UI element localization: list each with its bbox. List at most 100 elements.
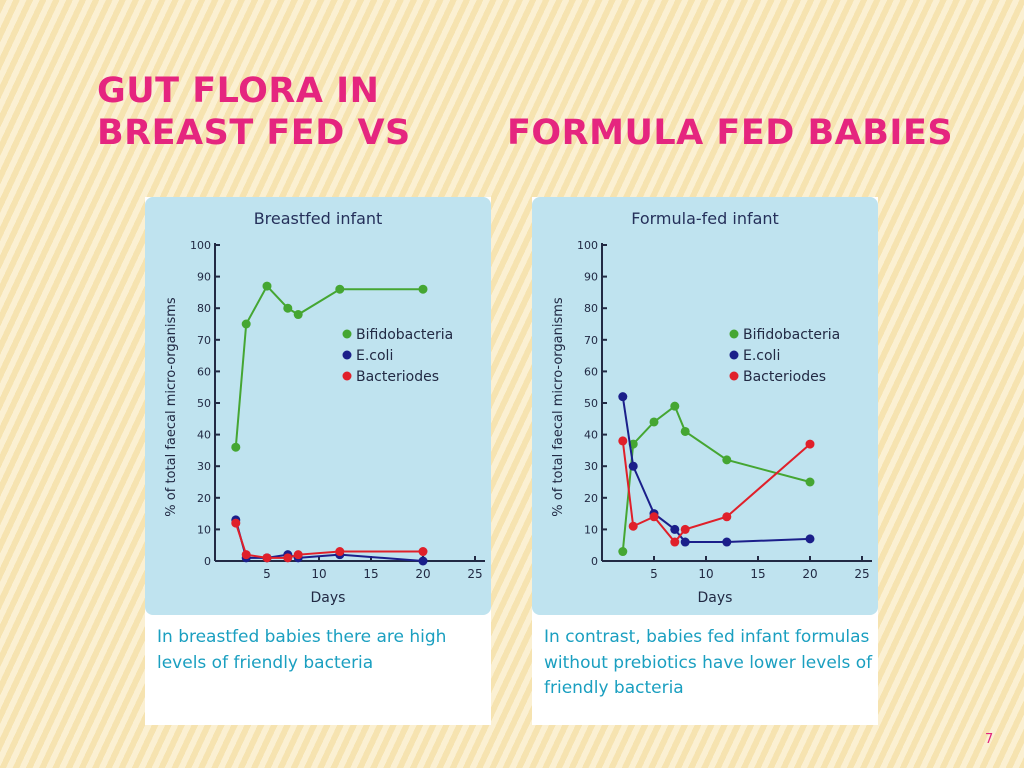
e-coli-legend-marker bbox=[729, 350, 739, 360]
x-tick-label: 5 bbox=[650, 567, 658, 581]
y-tick-label: 30 bbox=[584, 460, 598, 473]
page-number: 7 bbox=[985, 732, 994, 747]
e-coli-data-point bbox=[805, 534, 815, 544]
y-tick-label: 40 bbox=[584, 429, 598, 442]
bifidobacteria-data-point bbox=[231, 442, 241, 452]
x-tick-label: 25 bbox=[854, 567, 869, 581]
bacteriodes-legend-label: Bacteriodes bbox=[356, 369, 439, 385]
y-tick-label: 10 bbox=[584, 523, 598, 536]
bifidobacteria-data-point bbox=[670, 401, 680, 411]
bacteriodes-series-line bbox=[621, 440, 811, 544]
x-tick-label: 5 bbox=[263, 567, 271, 581]
y-tick-label: 80 bbox=[197, 302, 211, 315]
title-line2-right: FORMULA FED BABIES bbox=[507, 113, 954, 153]
x-tick-label: 20 bbox=[802, 567, 817, 581]
chart-title: Formula-fed infant bbox=[631, 209, 779, 228]
e-coli-legend-label: E.coli bbox=[356, 348, 393, 364]
bacteriodes-data-point bbox=[293, 550, 303, 560]
bacteriodes-data-point bbox=[262, 553, 272, 563]
breastfed-caption: In breastfed babies there are high level… bbox=[157, 627, 447, 673]
bifidobacteria-data-point bbox=[241, 319, 251, 329]
e-coli-data-point bbox=[618, 392, 628, 402]
bifidobacteria-data-point bbox=[262, 281, 272, 291]
bacteriodes-legend-marker bbox=[342, 371, 352, 381]
bifidobacteria-data-point bbox=[293, 310, 303, 320]
y-tick-label: 20 bbox=[197, 492, 211, 505]
bacteriodes-data-point bbox=[618, 436, 628, 446]
y-tick-label: 90 bbox=[197, 271, 211, 284]
e-coli-legend-marker bbox=[342, 350, 352, 360]
bacteriodes-data-point bbox=[283, 553, 293, 563]
breastfed-chart: Breastfed infant 0 10 20 30 40 50 60 70 80 90 100 5 1… bbox=[164, 209, 485, 606]
x-tick-label: 10 bbox=[698, 567, 713, 581]
e-coli-data-point bbox=[680, 537, 690, 547]
bacteriodes-data-point bbox=[670, 537, 680, 547]
x-tick-label: 15 bbox=[750, 567, 765, 581]
bifidobacteria-legend-label: Bifidobacteria bbox=[356, 327, 453, 343]
y-tick-label: 60 bbox=[197, 365, 211, 378]
y-tick-label: 40 bbox=[197, 429, 211, 442]
e-coli-legend-label: E.coli bbox=[743, 348, 780, 364]
bacteriodes-data-point bbox=[241, 550, 251, 560]
bacteriodes-series-line bbox=[234, 522, 423, 559]
formula-chart-background bbox=[532, 197, 878, 615]
y-tick-label: 90 bbox=[584, 271, 598, 284]
bifidobacteria-data-point bbox=[418, 284, 428, 294]
bifidobacteria-data-point bbox=[680, 426, 690, 436]
y-tick-label: 100 bbox=[577, 239, 598, 252]
formula-panel: Formula-fed infant 0 10 20 30 40 50 60 70 80 90 100… bbox=[532, 197, 878, 725]
bacteriodes-data-point bbox=[680, 524, 690, 534]
y-tick-label: 20 bbox=[584, 492, 598, 505]
bifidobacteria-data-point bbox=[649, 417, 659, 427]
x-axis-label: Days bbox=[311, 590, 346, 606]
bifidobacteria-legend-marker bbox=[342, 329, 352, 339]
y-tick-label: 0 bbox=[591, 555, 598, 568]
formula-chart: Formula-fed infant 0 10 20 30 40 50 60 70 80 90 100… bbox=[551, 209, 872, 606]
y-axis-label: % of total faecal micro-organisms bbox=[551, 297, 566, 517]
x-tick-label: 25 bbox=[467, 567, 482, 581]
bacteriodes-legend-marker bbox=[729, 371, 739, 381]
bifidobacteria-data-point bbox=[335, 284, 345, 294]
bacteriodes-legend-label: Bacteriodes bbox=[743, 369, 826, 385]
bifidobacteria-legend-marker bbox=[729, 329, 739, 339]
x-axis-label: Days bbox=[698, 590, 733, 606]
y-tick-label: 70 bbox=[197, 334, 211, 347]
y-tick-label: 50 bbox=[584, 397, 598, 410]
bacteriodes-data-point bbox=[628, 521, 638, 531]
y-tick-label: 100 bbox=[190, 239, 211, 252]
x-tick-label: 10 bbox=[311, 567, 326, 581]
bifidobacteria-data-point bbox=[722, 455, 732, 465]
bifidobacteria-series-line bbox=[621, 404, 811, 552]
e-coli-data-point bbox=[670, 524, 680, 534]
bifidobacteria-data-point bbox=[283, 303, 293, 313]
bifidobacteria-legend-label: Bifidobacteria bbox=[743, 327, 840, 343]
chart-title: Breastfed infant bbox=[254, 209, 383, 228]
y-tick-label: 0 bbox=[204, 555, 211, 568]
y-tick-label: 60 bbox=[584, 365, 598, 378]
bifidobacteria-data-point bbox=[618, 547, 628, 557]
slide-title: GUT FLORA IN BREAST FED VS FORMULA FED B… bbox=[97, 70, 953, 154]
bacteriodes-data-point bbox=[722, 512, 732, 522]
y-tick-label: 80 bbox=[584, 302, 598, 315]
bifidobacteria-series-line bbox=[234, 284, 423, 448]
e-coli-data-point bbox=[418, 556, 428, 566]
breastfed-chart-background bbox=[145, 197, 491, 615]
title-line2-left: BREAST FED VS bbox=[97, 113, 411, 153]
bifidobacteria-data-point bbox=[805, 477, 815, 487]
bacteriodes-data-point bbox=[231, 518, 241, 528]
e-coli-data-point bbox=[722, 537, 732, 547]
x-tick-label: 15 bbox=[363, 567, 378, 581]
x-tick-label: 20 bbox=[415, 567, 430, 581]
breastfed-panel: Breastfed infant 0 10 20 30 40 50 60 70 80 90 100 5 1… bbox=[145, 197, 491, 725]
y-tick-label: 70 bbox=[584, 334, 598, 347]
bacteriodes-data-point bbox=[335, 547, 345, 557]
formula-caption: In contrast, babies fed infant formulas … bbox=[544, 627, 873, 698]
bacteriodes-data-point bbox=[649, 512, 659, 522]
y-tick-label: 10 bbox=[197, 523, 211, 536]
bacteriodes-data-point bbox=[418, 547, 428, 557]
y-tick-label: 30 bbox=[197, 460, 211, 473]
y-axis-label: % of total faecal micro-organisms bbox=[164, 297, 179, 517]
e-coli-data-point bbox=[628, 461, 638, 471]
title-line1: GUT FLORA IN bbox=[97, 71, 380, 111]
bacteriodes-data-point bbox=[805, 439, 815, 449]
